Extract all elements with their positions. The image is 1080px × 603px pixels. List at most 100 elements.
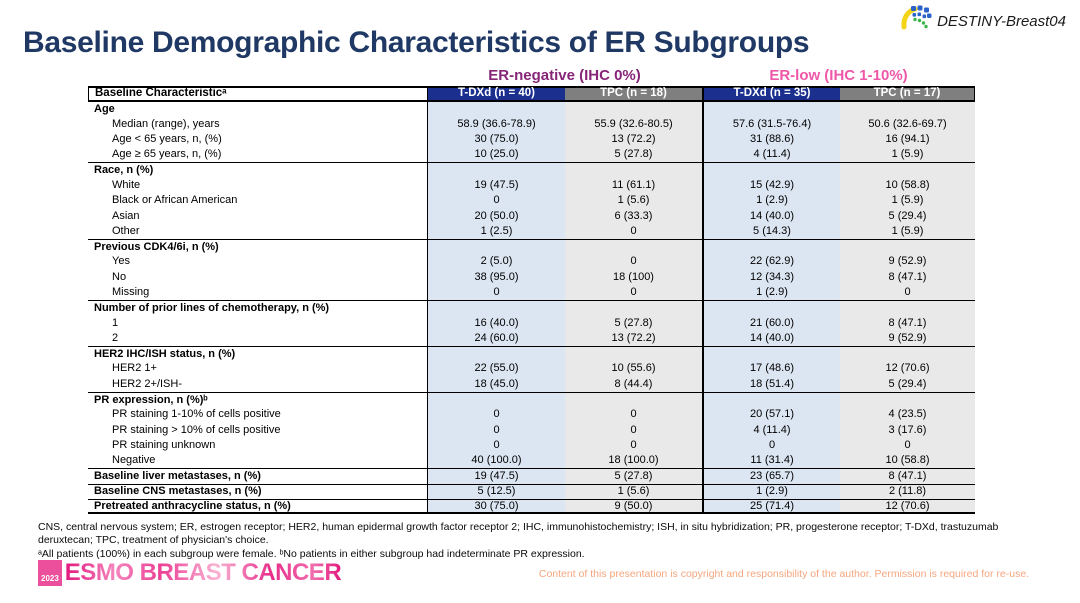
value-cell: 9 (52.9) [840,254,975,270]
row-label: Previous CDK4/6i, n (%) [88,239,427,255]
table-row: Age [88,101,975,117]
value-cell [565,239,702,255]
table-row: HER2 2+/ISH- 18 (45.0) 8 (44.4) 18 (51.4) 5 … [88,376,975,392]
value-cell: 14 (40.0) [702,330,840,347]
row-label: Number of prior lines of chemotherapy, n… [88,301,427,316]
value-cell: 0 [840,437,975,454]
value-cell: 11 (61.1) [565,177,702,194]
value-cell: 18 (45.0) [427,376,565,392]
table-row: Age < 65 years, n, (%) 30 (75.0) 13 (72.2)… [88,131,975,148]
value-cell: 8 (44.4) [565,376,702,392]
value-cell: 1 (5.6) [565,193,702,209]
value-cell: 12 (70.6) [840,500,975,513]
value-cell [840,239,975,255]
value-cell: 12 (70.6) [840,361,975,377]
value-cell: 0 [565,437,702,454]
value-cell: 0 [565,422,702,438]
value-cell [840,347,975,362]
esmo-logo-text: ESMO BREAST CANCER [64,559,342,586]
value-cell: 10 (55.6) [565,361,702,377]
value-cell: 3 (17.6) [840,422,975,438]
value-cell [840,102,975,117]
value-cell: 21 (60.0) [702,315,840,331]
value-cell: 5 (27.8) [565,147,702,163]
row-label: Age < 65 years, n, (%) [88,131,427,148]
row-label: 1 [88,315,427,331]
value-cell [702,239,840,255]
value-cell: 0 [840,284,975,301]
value-cell [702,347,840,362]
value-cell [427,392,565,408]
value-cell [427,102,565,117]
value-cell: 0 [702,437,840,454]
value-cell: 5 (12.5) [427,484,565,500]
value-cell: 1 (2.9) [702,193,840,209]
table-row: Pretreated anthracycline status, n (%) 30… [88,499,975,515]
value-cell: 0 [565,407,702,423]
row-label: Other [88,223,427,239]
value-cell: 8 (47.1) [840,469,975,484]
table-header-row: Baseline Characteristicᵃ T-DXd (n = 40) … [88,86,975,102]
row-label: Negative [88,453,427,469]
value-cell: 1 (5.9) [840,223,975,239]
value-cell: 0 [427,422,565,438]
value-cell [565,163,702,178]
value-cell: 5 (29.4) [840,208,975,224]
value-cell [565,347,702,362]
table-row: Other 1 (2.5) 0 5 (14.3) 1 (5.9) [88,223,975,239]
row-label: Baseline CNS metastases, n (%) [88,484,427,500]
value-cell: 5 (27.8) [565,469,702,484]
value-cell: 20 (57.1) [702,407,840,423]
value-cell: 5 (27.8) [565,315,702,331]
value-cell: 40 (100.0) [427,453,565,469]
row-label: PR staining 1-10% of cells positive [88,407,427,423]
table-row: No 38 (95.0) 18 (100) 12 (34.3) 8 (47.1) [88,269,975,285]
table-row: Black or African American 0 1 (5.6) 1 (2.9)… [88,193,975,209]
value-cell [565,102,702,117]
row-label: Asian [88,208,427,224]
esmo-logo: 2023 ESMO BREAST CANCER [38,559,342,586]
value-cell: 0 [427,437,565,454]
value-cell: 18 (51.4) [702,376,840,392]
table-row: PR staining unknown 0 0 0 0 [88,437,975,454]
value-cell: 16 (40.0) [427,315,565,331]
value-cell: 0 [565,284,702,301]
footnotes: CNS, central nervous system; ER, estroge… [38,521,1050,561]
value-cell: 2 (5.0) [427,254,565,270]
value-cell [702,301,840,316]
table-row: PR staining 1-10% of cells positive 0 0 20 … [88,407,975,423]
value-cell [565,392,702,408]
value-cell [427,347,565,362]
header-cell-tpc-17: TPC (n = 17) [840,87,975,101]
value-cell: 8 (47.1) [840,315,975,331]
row-label: Yes [88,254,427,270]
footnote-notes: ᵃAll patients (100%) in each subgroup we… [38,548,585,560]
group-header-row: ER-negative (IHC 0%) ER-low (IHC 1-10%) [88,67,975,86]
value-cell: 9 (50.0) [565,500,702,513]
value-cell: 14 (40.0) [702,208,840,224]
value-cell [702,163,840,178]
value-cell: 1 (5.9) [840,193,975,209]
value-cell: 6 (33.3) [565,208,702,224]
value-cell: 58.9 (36.6-78.9) [427,116,565,132]
value-cell: 31 (88.6) [702,131,840,148]
header-cell-tdxd-35: T-DXd (n = 35) [702,87,840,101]
value-cell: 18 (100) [565,269,702,285]
value-cell [702,102,840,117]
table-row: Yes 2 (5.0) 0 22 (62.9) 9 (52.9) [88,254,975,270]
row-label: HER2 IHC/ISH status, n (%) [88,347,427,362]
value-cell: 13 (72.2) [565,131,702,148]
value-cell: 5 (14.3) [702,223,840,239]
value-cell: 1 (2.5) [427,223,565,239]
value-cell [427,301,565,316]
value-cell: 10 (25.0) [427,147,565,163]
header-cell-tpc-18: TPC (n = 18) [565,87,702,101]
row-label: Age ≥ 65 years, n, (%) [88,147,427,163]
value-cell: 38 (95.0) [427,269,565,285]
table-row: HER2 1+ 22 (55.0) 10 (55.6) 17 (48.6) 12 (70… [88,361,975,377]
row-label: Race, n (%) [88,163,427,178]
value-cell: 8 (47.1) [840,269,975,285]
value-cell: 55.9 (32.6-80.5) [565,116,702,132]
value-cell [840,392,975,408]
